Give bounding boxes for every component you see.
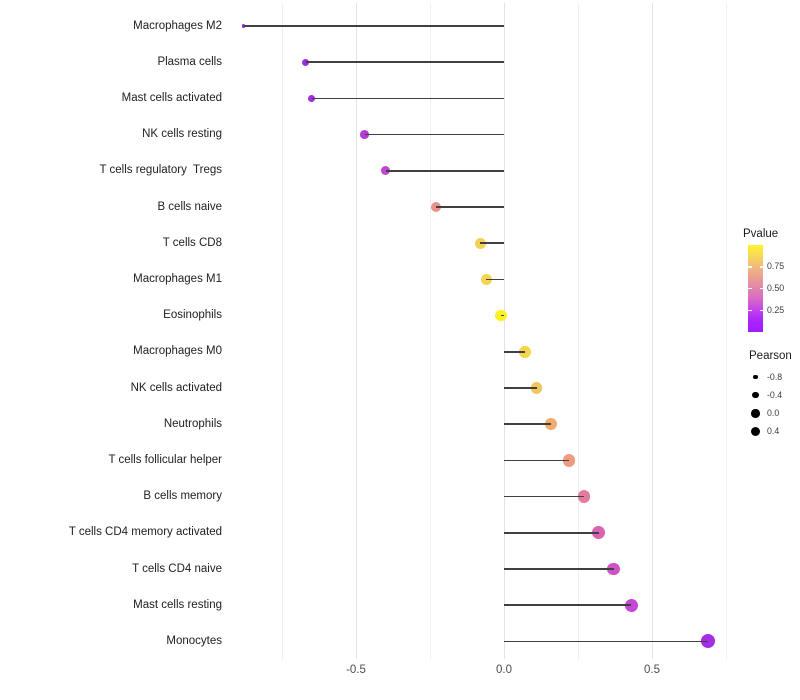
y-axis-label: NK cells activated [130,381,222,394]
legend-pearson-title: Pearson [749,350,792,362]
lollipop-stem [504,387,537,389]
pearson-size-label: 0.4 [767,426,780,437]
lollipop-dot [302,58,310,66]
y-axis-label: T cells CD4 naive [132,562,222,575]
lollipop-stem [305,61,504,63]
y-axis-label: Macrophages M0 [133,345,222,358]
lollipop-stem [504,532,599,534]
y-axis-label: Mast cells activated [121,91,222,104]
lollipop-dot [360,130,370,140]
colorbar-tick-mark [748,287,752,290]
colorbar-tick-label: 0.25 [767,304,785,315]
y-axis-label: Neutrophils [163,417,222,430]
lollipop-stem [501,314,504,317]
lollipop-dot [624,598,638,612]
gridline-major [651,3,653,659]
y-axis-label: Macrophages M2 [133,19,222,32]
lollipop-dot [701,634,716,649]
gridline-minor [429,3,431,659]
y-axis-label: Monocytes [166,634,222,647]
colorbar-tick-label: 0.75 [767,261,785,272]
y-axis-label: NK cells resting [142,128,222,141]
lollipop-stem [364,133,504,136]
pearson-size-label: -0.8 [767,371,783,382]
pearson-size-dot [751,409,760,418]
lollipop-dot [307,94,316,103]
y-axis-label: B cells memory [143,490,222,503]
colorbar-tick-mark [759,266,763,268]
gridline-minor [577,3,579,659]
lollipop-stem [435,206,504,208]
pearson-size-dot [752,391,759,399]
gridline-major [503,3,505,659]
pearson-size-label: 0.0 [767,407,780,418]
lollipop-stem [504,423,552,425]
pearson-size-dot [753,374,758,380]
colorbar-tick-mark [748,266,752,268]
lollipop-stem [504,568,614,570]
y-axis-label: B cells naive [157,200,222,213]
legend-pvalue-title: Pvalue [743,228,779,240]
lollipop-dot [577,490,591,503]
lollipop-stem [243,25,504,27]
y-axis-label: T cells CD8 [162,236,222,249]
pvalue-colorbar-gradient [748,245,763,332]
lollipop-stem [504,351,525,353]
pearson-size-dot [750,426,761,437]
y-axis-label: Eosinophils [163,309,222,322]
lollipop-dot [562,454,576,467]
gridline-minor [281,3,283,659]
lollipop-dot [380,166,391,176]
lollipop-stem [311,97,504,100]
colorbar-tick-mark [759,309,763,311]
lollipop-stem [504,640,709,643]
lollipop-stem [385,170,504,172]
y-axis-label: Plasma cells [157,55,222,68]
lollipop-stem [480,242,504,244]
lollipop-stem [486,278,504,281]
colorbar-tick-mark [748,309,752,311]
y-axis-label: T cells follicular helper [108,453,222,466]
x-axis-tick-label: -0.5 [346,664,366,676]
lollipop-dot [530,382,543,394]
y-axis-label: T cells CD4 memory activated [68,526,222,539]
x-axis-tick-label: 0.5 [644,664,660,676]
lollipop-stem [504,604,632,606]
x-axis-tick-label: 0.0 [496,664,512,676]
lollipop-stem [504,495,584,498]
y-axis-label: Macrophages M1 [133,272,222,285]
lollipop-stem [504,459,570,462]
colorbar-tick-mark [759,287,763,290]
y-axis-label: T cells regulatory Tregs [99,164,222,177]
colorbar-tick-label: 0.50 [767,283,785,293]
gridline-major [355,3,357,659]
pearson-size-label: -0.4 [767,389,783,400]
lollipop-dot [474,237,486,249]
y-axis-label: Mast cells resting [133,598,222,611]
gridline-minor [725,3,727,659]
lollipop-dot [480,273,492,285]
